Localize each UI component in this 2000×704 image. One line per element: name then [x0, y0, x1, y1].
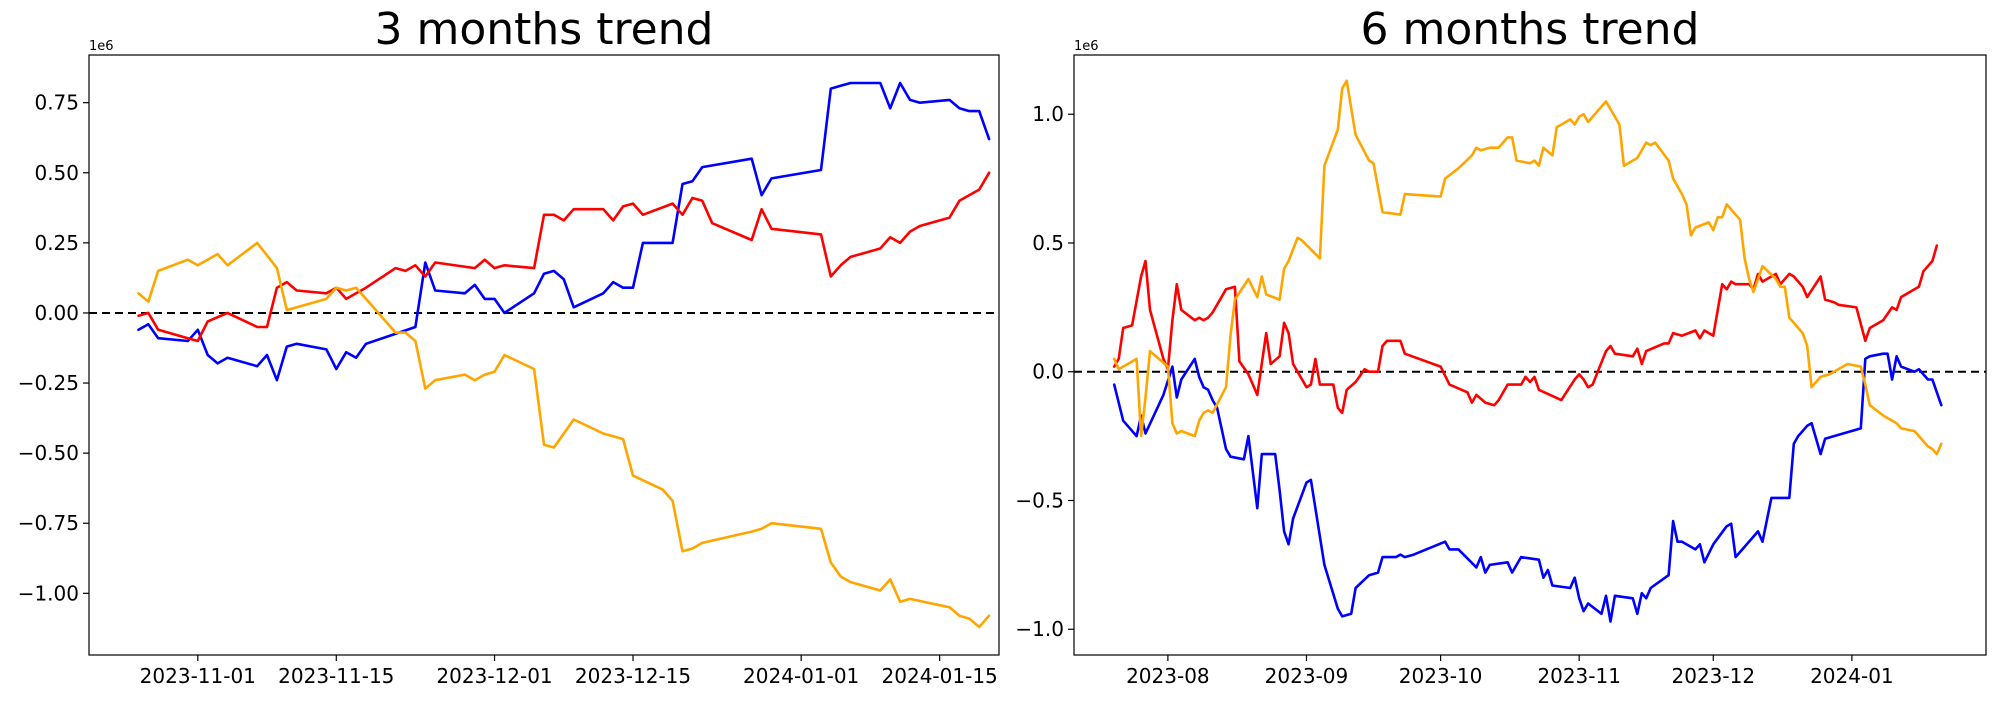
- x-tick-label: 2023-10: [1399, 664, 1483, 688]
- y-tick-label: −0.75: [18, 511, 79, 535]
- y-tick-label: 0.25: [34, 231, 79, 255]
- y-tick-label: 0.75: [34, 91, 79, 115]
- series-line-1: [137, 81, 991, 382]
- x-tick-label: 2023-08: [1126, 664, 1210, 688]
- x-tick-label: 2023-11: [1537, 664, 1621, 688]
- y-tick-label: 0.5: [1032, 231, 1064, 255]
- y-exponent-label: 1e6: [89, 39, 114, 54]
- y-tick-label: −0.50: [18, 441, 79, 465]
- x-tick-label: 2023-11-01: [140, 664, 256, 688]
- chart-title: 3 months trend: [375, 4, 714, 55]
- series-line-3: [137, 241, 991, 629]
- x-tick-label: 2023-11-15: [278, 664, 394, 688]
- plot-frame: [1073, 54, 1987, 656]
- y-tick-label: −0.25: [18, 371, 79, 395]
- series-line-1: [1112, 352, 1943, 623]
- y-tick-label: −0.5: [1015, 488, 1064, 512]
- x-tick-label: 2024-01: [1810, 664, 1894, 688]
- series-group: [1074, 79, 1986, 623]
- y-tick-label: 0.0: [1032, 360, 1064, 384]
- x-tick-label: 2023-12-15: [575, 664, 691, 688]
- y-tick-label: 0.00: [34, 301, 79, 325]
- chart-title: 6 months trend: [1361, 4, 1700, 55]
- x-tick-label: 2024-01-15: [882, 664, 998, 688]
- y-tick-label: 1.0: [1032, 102, 1064, 126]
- x-tick-label: 2024-01-01: [743, 664, 859, 688]
- x-tick-label: 2023-09: [1265, 664, 1349, 688]
- y-exponent-label: 1e6: [1074, 39, 1099, 54]
- chart-3-months: 3 months trend 1e6 0.75 0.50 0.25 0.00 −0.25…: [18, 4, 1000, 688]
- series-line-2: [137, 171, 991, 343]
- y-tick-label: 0.50: [34, 161, 79, 185]
- x-tick-label: 2023-12-01: [436, 664, 552, 688]
- y-tick-label: −1.0: [1015, 617, 1064, 641]
- plot-frame: [88, 54, 1000, 656]
- series-group: [89, 81, 999, 629]
- series-line-2: [1112, 244, 1939, 415]
- x-tick-label: 2023-12: [1672, 664, 1756, 688]
- chart-6-months: 6 months trend 1e6 1.0 0.5 0.0 −0.5 −1.0 2023…: [1015, 4, 1987, 688]
- y-tick-label: −1.00: [18, 581, 79, 605]
- series-line-3: [1112, 79, 1943, 456]
